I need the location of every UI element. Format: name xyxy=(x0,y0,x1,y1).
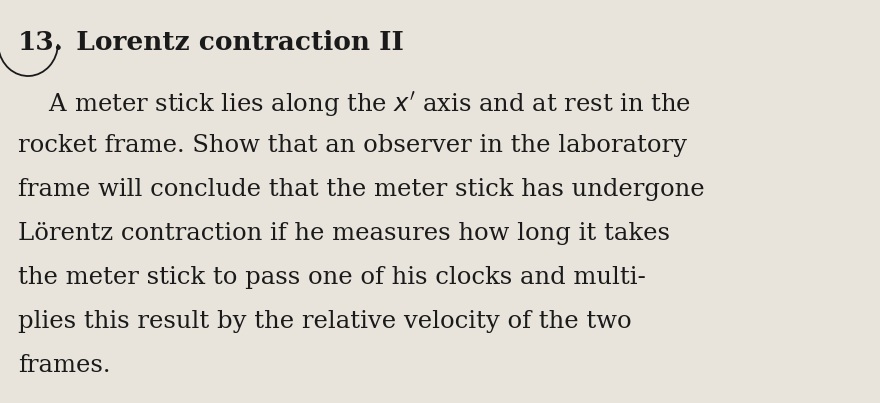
Text: the meter stick to pass one of his clocks and multi-: the meter stick to pass one of his clock… xyxy=(18,266,646,289)
Text: frames.: frames. xyxy=(18,354,111,377)
Text: plies this result by the relative velocity of the two: plies this result by the relative veloci… xyxy=(18,310,632,333)
Text: 13.: 13. xyxy=(18,30,64,55)
Text: rocket frame. Show that an observer in the laboratory: rocket frame. Show that an observer in t… xyxy=(18,134,687,157)
Text: Lorentz contraction II: Lorentz contraction II xyxy=(58,30,404,55)
Text: Lörentz contraction if he measures how long it takes: Lörentz contraction if he measures how l… xyxy=(18,222,670,245)
Text: frame will conclude that the meter stick has undergone: frame will conclude that the meter stick… xyxy=(18,178,705,201)
Text: A meter stick lies along the $x'$ axis and at rest in the: A meter stick lies along the $x'$ axis a… xyxy=(18,90,691,119)
